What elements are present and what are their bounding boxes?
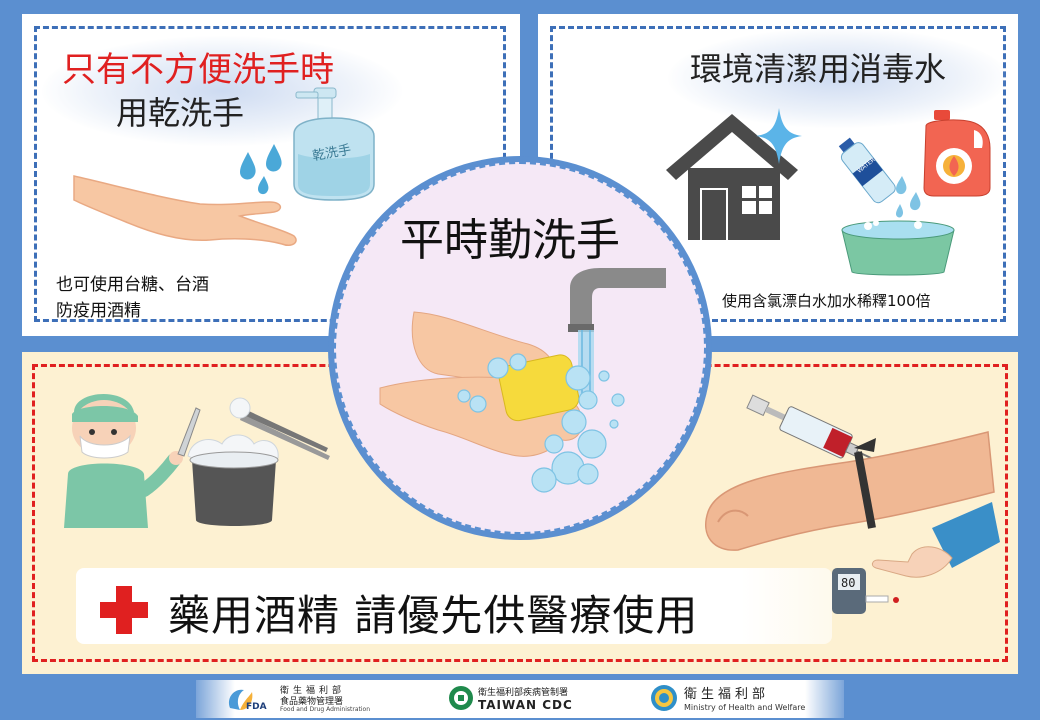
sanitizer-headline: 只有不方便洗手時 [62, 50, 334, 90]
fda-abbr: FDA [246, 702, 267, 712]
cdc-name: 衛生福利部疾病管制署 [478, 688, 569, 698]
bleach-jug-illustration [923, 110, 991, 197]
fda-logo-icon [228, 689, 253, 710]
handwashing-circle [328, 156, 712, 540]
mohw-english-name: Ministry of Health and Welfare [684, 703, 806, 712]
sanitizer-bottle-illustration [293, 87, 375, 201]
priority-banner [76, 568, 832, 644]
glucose-meter-reading: 80 [841, 576, 856, 590]
red-cross-icon [100, 586, 148, 634]
medical-staff-illustration [64, 393, 201, 528]
sanitizer-drops [240, 144, 282, 195]
sanitizer-subheadline: 用乾洗手 [116, 94, 245, 132]
water-bottle-illustration [838, 137, 896, 204]
mohw-logo-icon [651, 685, 677, 711]
washing-hands-illustration [379, 311, 625, 493]
fda-name-line2: 食品藥物管理署 [280, 697, 344, 707]
faucet-illustration [568, 268, 666, 332]
house-icon [666, 114, 798, 240]
cdc-english-name: TAIWAN CDC [478, 698, 573, 712]
cotton-jar-illustration [187, 397, 330, 526]
sanitizer-note-line1: 也可使用台糖、台酒 [56, 275, 209, 295]
open-hand-illustration [73, 175, 297, 247]
sparkle-icon [756, 108, 802, 164]
headline-glow [668, 28, 1008, 128]
fda-english-name: Food and Drug Administration [280, 706, 370, 713]
wash-basin-illustration [841, 220, 955, 276]
disinfectant-note: 使用含氯漂白水加水稀釋100倍 [722, 292, 931, 310]
fda-name: 衛生福利部 [280, 686, 346, 696]
handwashing-title: 平時勤洗手 [400, 215, 620, 266]
priority-banner-text: 藥用酒精 請優先供醫療使用 [168, 591, 699, 640]
sanitizer-note-line2: 防疫用酒精 [56, 301, 141, 321]
mohw-name: 衛生福利部 [684, 687, 770, 702]
cdc-logo-icon [449, 686, 473, 710]
footer-logo-bar: FDA 衛生福利部 食品藥物管理署 Food and Drug Administ… [196, 680, 844, 718]
disinfectant-drops [896, 176, 921, 218]
arm-illustration [705, 431, 995, 551]
glucose-meter-hand-illustration [832, 502, 1000, 614]
disinfectant-headline: 環境清潔用消毒水 [690, 50, 947, 88]
